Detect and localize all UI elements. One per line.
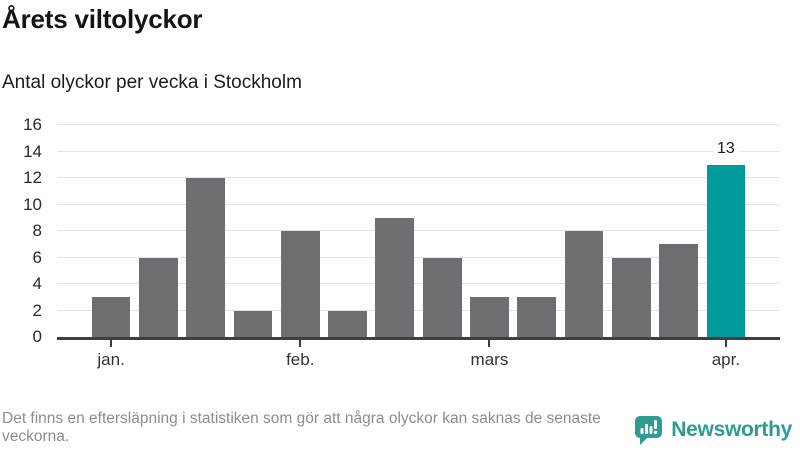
gridline — [57, 203, 780, 205]
chart-title: Årets viltolyckor — [2, 4, 203, 34]
gridline — [57, 150, 780, 152]
newsworthy-logo[interactable]: Newsworthy — [634, 415, 792, 445]
gridline — [57, 283, 780, 284]
bar[interactable] — [611, 257, 651, 337]
bar[interactable] — [138, 257, 178, 337]
y-tick-label: 14 — [23, 141, 42, 161]
bar-value-label: 13 — [712, 139, 739, 158]
gridline — [57, 256, 780, 258]
y-tick-label: 16 — [23, 115, 42, 134]
footnote: Det finns en eftersläpning i statistiken… — [2, 410, 601, 446]
x-axis-tick — [724, 340, 727, 347]
bar[interactable] — [564, 231, 604, 337]
y-axis-labels: 0 2 4 6 8 10 12 14 16 — [0, 115, 46, 346]
bar[interactable] — [233, 310, 273, 337]
x-tick-label: feb. — [286, 350, 315, 369]
speech-bubble-bar-chart-exclamation-icon — [634, 415, 663, 445]
y-tick-label: 2 — [32, 300, 42, 320]
bar[interactable] — [186, 178, 226, 337]
bar[interactable] — [470, 297, 509, 337]
plot-area: 13 jan. feb. mars apr. — [57, 124, 780, 369]
newsworthy-wordmark: Newsworthy — [671, 418, 792, 441]
x-tick-label: jan. — [97, 350, 125, 369]
x-axis-tick — [110, 340, 113, 347]
bar[interactable] — [706, 164, 746, 337]
gridline — [57, 177, 780, 178]
y-tick-label: 12 — [23, 168, 42, 187]
y-tick-label: 4 — [32, 274, 42, 293]
bar[interactable] — [517, 297, 557, 337]
x-tick-label: mars — [470, 350, 509, 369]
chart-subtitle: Antal olyckor per vecka i Stockholm — [2, 72, 302, 93]
gridline — [57, 124, 780, 125]
y-tick-label: 10 — [23, 194, 42, 214]
bar[interactable] — [91, 297, 131, 337]
x-axis-tick — [299, 340, 302, 347]
y-tick-label: 8 — [32, 221, 42, 240]
gridline — [57, 309, 780, 311]
y-tick-label: 0 — [32, 327, 42, 346]
bar[interactable] — [280, 231, 320, 337]
bar[interactable] — [375, 217, 415, 337]
gridline — [57, 230, 780, 231]
y-tick-label: 6 — [32, 247, 42, 267]
bar[interactable] — [328, 310, 367, 337]
x-tick-label: apr. — [711, 350, 741, 369]
x-axis-tick — [488, 340, 491, 347]
bar[interactable] — [422, 257, 462, 337]
bar[interactable] — [659, 244, 698, 337]
